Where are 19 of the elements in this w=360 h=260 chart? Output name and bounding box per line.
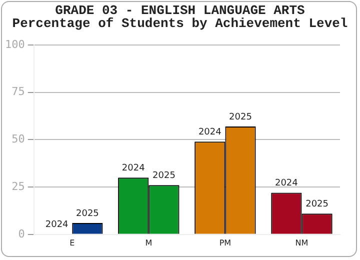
x-tick-label: M (145, 238, 152, 248)
text: 2025 (306, 199, 328, 210)
text: 2025 (152, 171, 176, 181)
y-tick-label: 75 (12, 85, 25, 98)
series-label: 2025 (76, 208, 99, 219)
text: 2024 (274, 178, 298, 189)
y-tick-label: 25 (12, 180, 25, 193)
y-tick-label: 50 (12, 132, 25, 146)
chart-subtitle: Percentage of Students by Achievement Level (11, 16, 349, 31)
x-tick-label: PM (219, 238, 232, 248)
y-tick-label: 0 (18, 227, 25, 240)
x-tick-label: NM (295, 238, 308, 248)
series-label: 2024 (122, 163, 146, 174)
text: 2025 (229, 112, 252, 122)
y-tick-label: 100 (4, 38, 25, 51)
x-tick-label: E (70, 238, 75, 248)
text: 2024 (198, 127, 222, 138)
chart-title: GRADE 03 - ENGLISH LANGUAGE ARTS (54, 3, 306, 18)
text: 2024 (45, 220, 68, 230)
